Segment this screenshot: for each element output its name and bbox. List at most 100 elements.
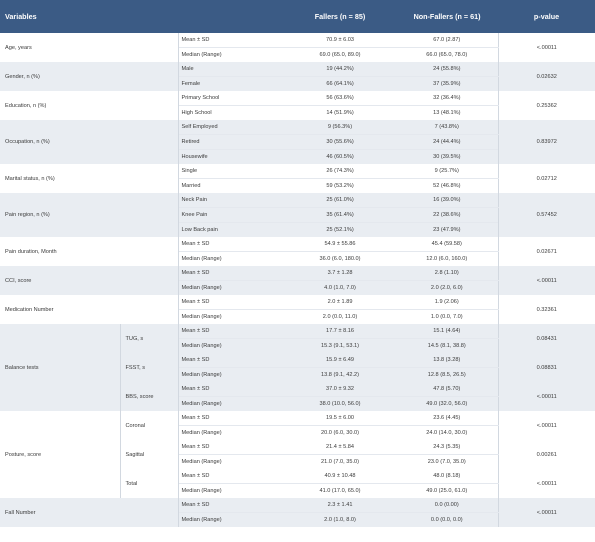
non-fallers-value: 23.6 (4.45) [396,411,499,426]
fallers-value: 25 (52.1%) [284,222,397,237]
subgroup-label: Coronal [120,411,179,440]
header-variables: Variables [0,0,285,33]
subgroup-label: Sagittal [120,440,179,469]
group-label: Medication Number [0,295,179,324]
stat-label: Mean ± SD [178,353,285,368]
non-fallers-value: 66.0 (65.0, 78.0) [396,47,499,62]
non-fallers-value: 30 (39.5%) [396,149,499,164]
non-fallers-value: 23 (47.9%) [396,222,499,237]
non-fallers-value: 13 (48.1%) [396,105,499,120]
fallers-value: 19.5 ± 6.00 [284,411,397,426]
stat-label: Married [178,178,285,193]
non-fallers-value: 52 (46.8%) [396,178,499,193]
table-body: Age, years Mean ± SD 70.9 ± 6.03 67.0 (2.87… [0,33,595,527]
fallers-value: 70.9 ± 6.03 [284,33,397,48]
stat-label: Mean ± SD [178,295,285,310]
stat-label: Median (Range) [178,338,285,353]
stat-label: Median (Range) [178,47,285,62]
table-row: Pain region, n (%) Neck Pain 25 (61.0%) 16 … [0,193,595,237]
fallers-value: 19 (44.2%) [284,62,397,77]
group-label: Gender, n (%) [0,62,179,91]
subgroup-label: TUG, s [120,324,179,353]
group-label: Occupation, n (%) [0,120,179,164]
non-fallers-value: 9 (25.7%) [396,164,499,179]
header-fallers: Fallers (n = 85) [284,0,397,33]
group-label: Marital status, n (%) [0,164,179,193]
stat-label: Median (Range) [178,512,285,527]
non-fallers-value: 24.0 (14.0, 30.0) [396,425,499,440]
group-label: CCI, score [0,266,179,295]
p-value: <.00011 [497,498,595,527]
table-row: CCI, score Mean ± SD 3.7 ± 1.28 2.8 (1.10) <… [0,266,595,295]
non-fallers-value: 47.8 (5.70) [396,382,499,397]
table-row: Medication Number Mean ± SD 2.0 ± 1.89 1.9 … [0,295,595,324]
non-fallers-value: 2.0 (2.0, 6.0) [396,280,499,295]
non-fallers-value: 23.0 (7.0, 35.0) [396,454,499,469]
stat-label: Male [178,62,285,77]
fallers-value: 66 (64.1%) [284,76,397,91]
table-row: Married 59 (53.2%) 52 (46.8%) [0,178,595,193]
non-fallers-value: 15.1 (4.64) [396,324,499,339]
stat-label: Knee Pain [178,207,285,223]
table-row: Median (Range) 21.0 (7.0, 35.0) 23.0 (7.0,… [0,454,595,469]
group-label: Posture, score [0,411,121,498]
table-row: Median (Range) 4.0 (1.0, 7.0) 2.0 (2.0, 6.… [0,280,595,295]
stat-label: Primary School [178,91,285,106]
fallers-value: 30 (55.6%) [284,134,397,150]
stat-label: Housewife [178,149,285,164]
subgroup-label: BBS, score [120,382,179,411]
fallers-value: 13.8 (9.1, 42.2) [284,367,397,382]
non-fallers-value: 1.9 (2.06) [396,295,499,310]
fallers-value: 21.4 ± 5.84 [284,440,397,455]
stat-label: Mean ± SD [178,411,285,426]
table-row: Education, n (%) Primary School 56 (63.6%)… [0,91,595,120]
non-fallers-value: 37 (35.9%) [396,76,499,91]
table-row: Median (Range) 38.0 (10.0, 56.0) 49.0 (32.… [0,396,595,411]
stat-label: Median (Range) [178,309,285,324]
table-row: Median (Range) 2.0 (1.0, 8.0) 0.0 (0.0, 0.… [0,512,595,527]
header-non-fallers: Non-Fallers (n = 61) [396,0,499,33]
non-fallers-value: 13.8 (3.28) [396,353,499,368]
non-fallers-value: 16 (39.0%) [396,193,499,208]
stat-label: Low Back pain [178,222,285,237]
p-value: 0.32361 [497,295,595,324]
stat-label: Mean ± SD [178,382,285,397]
p-value: 0.02671 [497,237,595,266]
non-fallers-value: 0.0 (0.00) [396,498,499,513]
fallers-value: 56 (63.6%) [284,91,397,106]
stat-label: Female [178,76,285,91]
stat-label: Neck Pain [178,193,285,208]
group-label: Education, n (%) [0,91,179,120]
fallers-value: 15.3 (9.1, 53.1) [284,338,397,353]
stat-label: Median (Range) [178,280,285,295]
fallers-value: 2.0 (1.0, 8.0) [284,512,397,527]
fallers-value: 35 (61.4%) [284,207,397,223]
table-row: Sagittal Mean ± SD 21.4 ± 5.84 24.3 (5.35) 0… [0,440,595,469]
stat-label: High School [178,105,285,120]
fallers-value: 25 (61.0%) [284,193,397,208]
stat-label: Median (Range) [178,425,285,440]
fallers-value: 21.0 (7.0, 35.0) [284,454,397,469]
group-label: Pain region, n (%) [0,193,179,237]
fallers-value: 2.0 (0.0, 11.0) [284,309,397,324]
table-row: Knee Pain 35 (61.4%) 22 (38.6%) [0,207,595,223]
fallers-value: 3.7 ± 1.28 [284,266,397,281]
fallers-value: 9 (56.3%) [284,120,397,135]
stat-label: Single [178,164,285,179]
stat-label: Median (Range) [178,367,285,382]
non-fallers-value: 49.0 (32.0, 56.0) [396,396,499,411]
fallers-value: 41.0 (17.0, 65.0) [284,483,397,498]
subgroup-label: Total [120,469,179,498]
p-value: 0.83972 [497,120,595,164]
table-row: Female 66 (64.1%) 37 (35.9%) [0,76,595,91]
non-fallers-value: 45.4 (59.58) [396,237,499,252]
table-row: Median (Range) 20.0 (6.0, 30.0) 24.0 (14.0… [0,425,595,440]
stat-label: Median (Range) [178,483,285,498]
non-fallers-value: 24 (55.8%) [396,62,499,77]
group-label: Pain duration, Month [0,237,179,266]
table-row: Median (Range) 15.3 (9.1, 53.1) 14.5 (8.1,… [0,338,595,353]
fallers-value: 46 (60.5%) [284,149,397,164]
fallers-value: 59 (53.2%) [284,178,397,193]
stat-label: Median (Range) [178,454,285,469]
non-fallers-value: 2.8 (1.10) [396,266,499,281]
